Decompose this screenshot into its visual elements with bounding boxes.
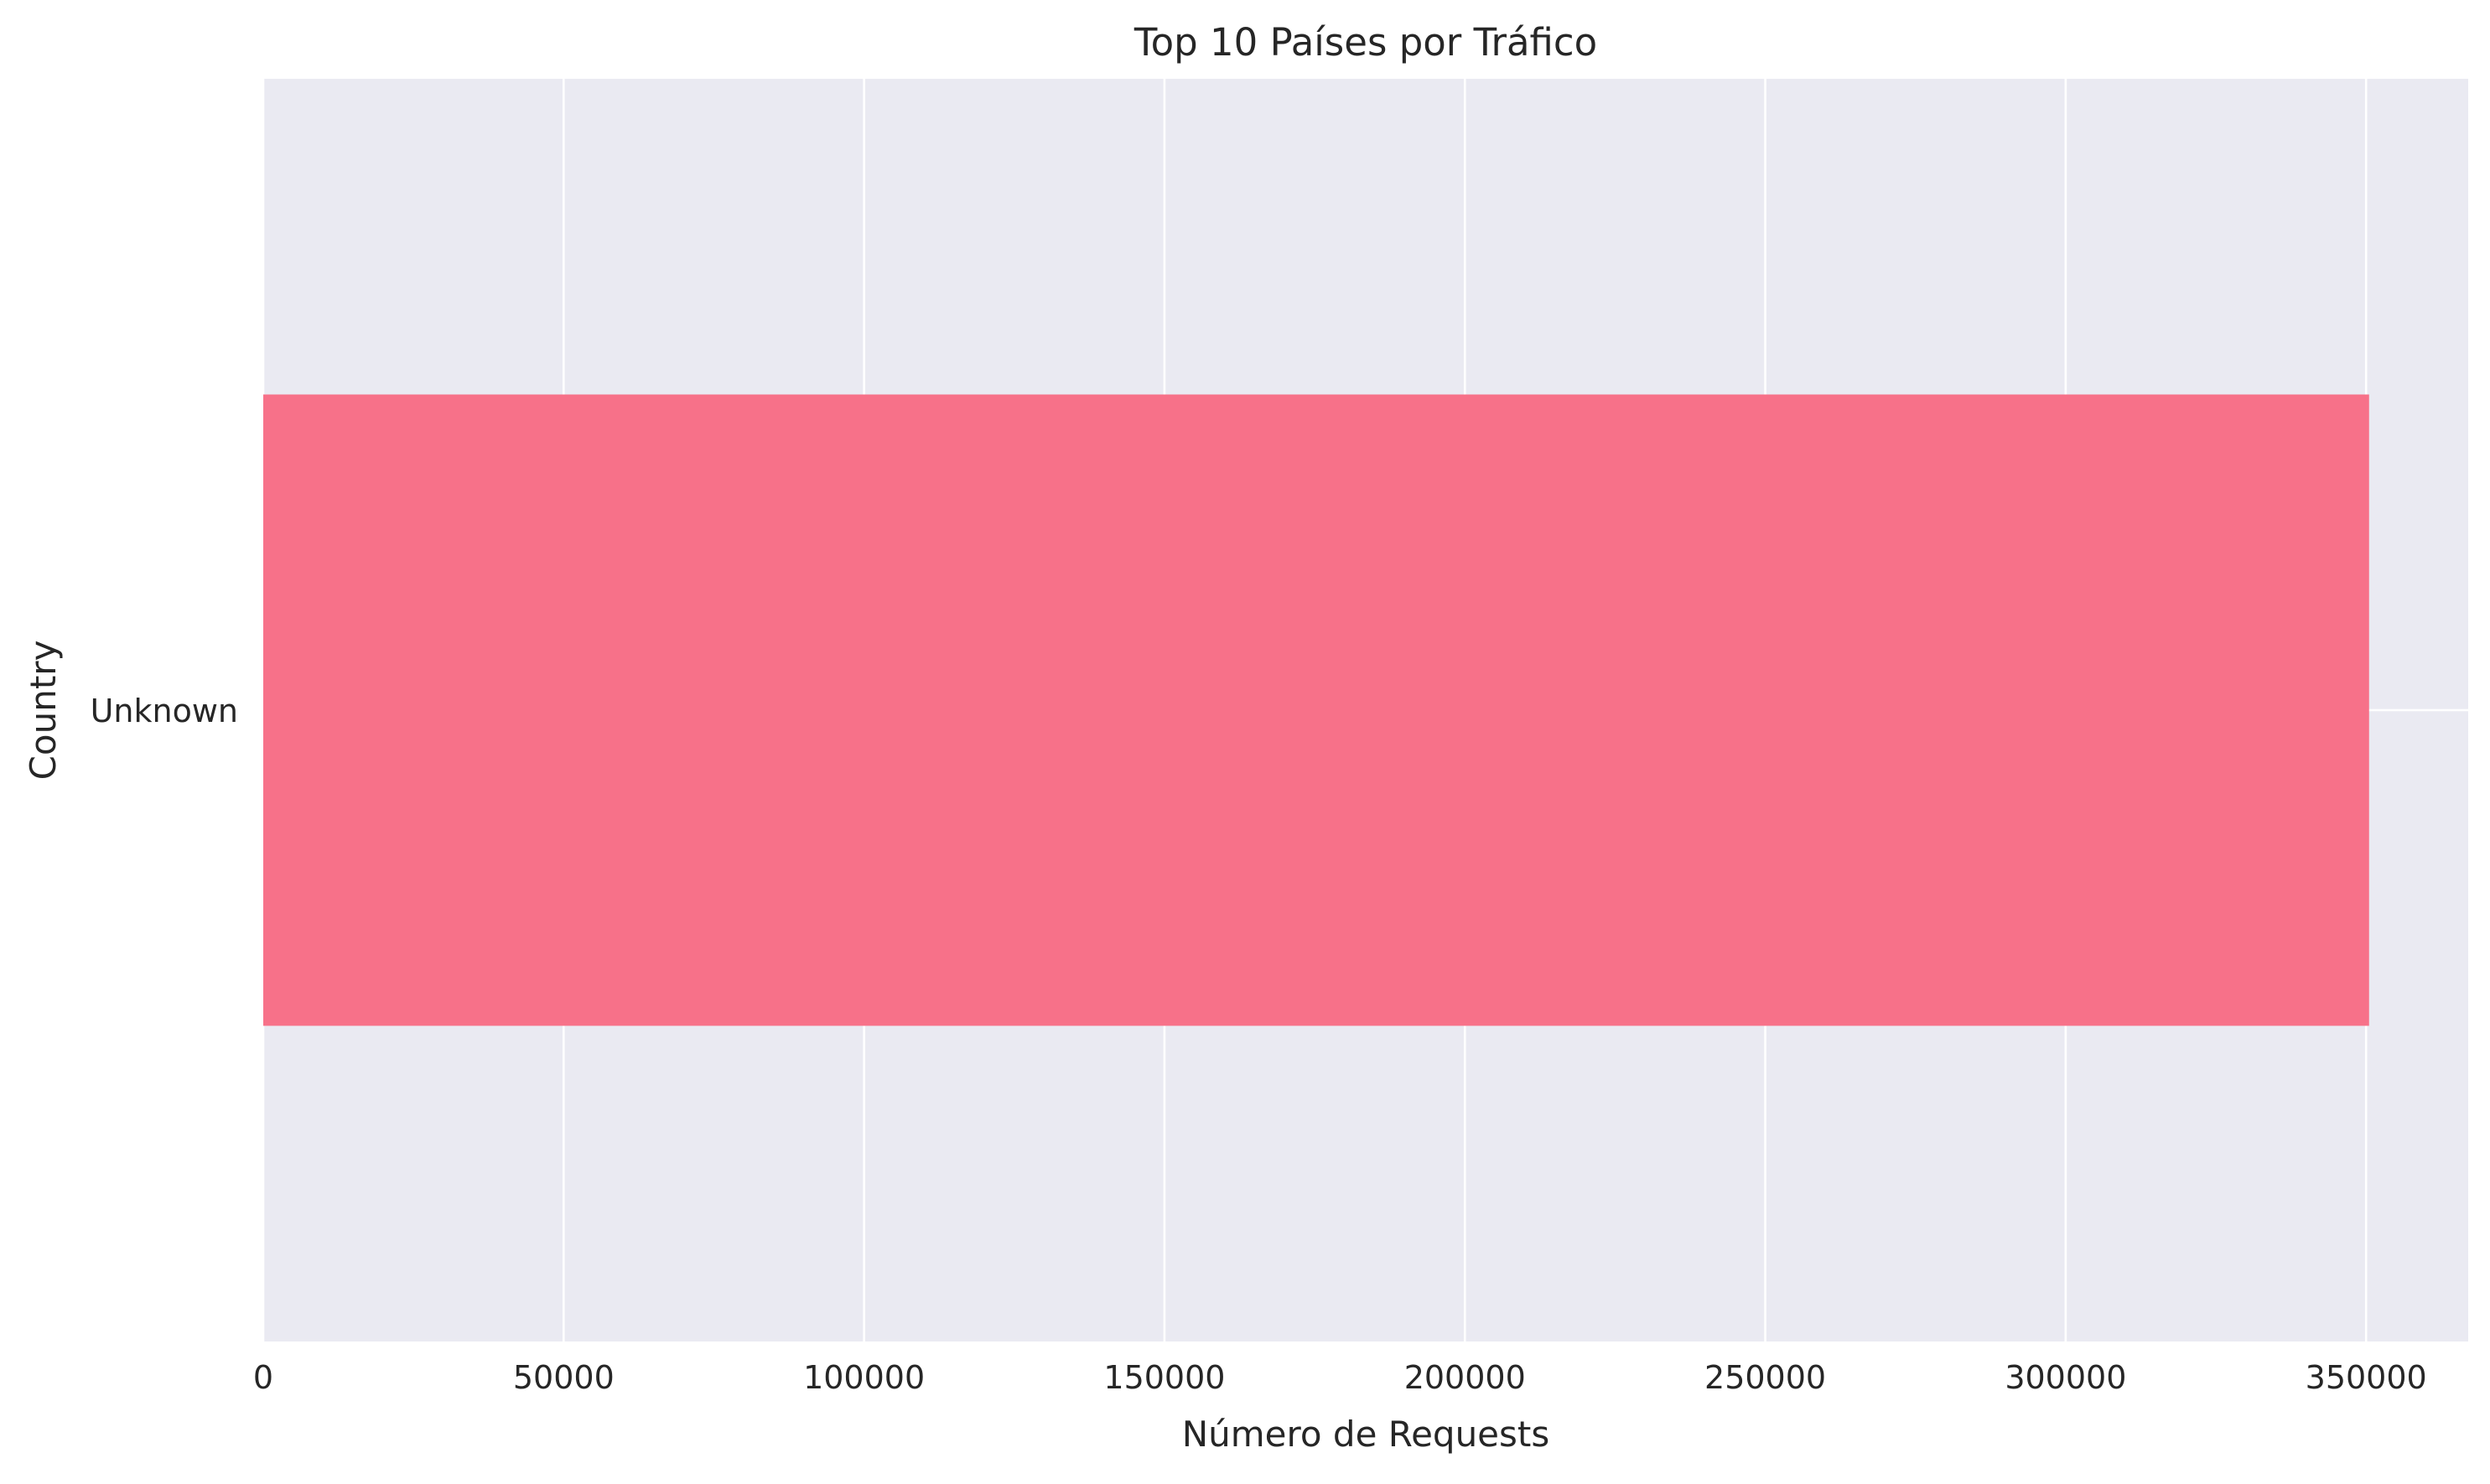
x-tick-label: 0 <box>253 1359 273 1396</box>
x-tick-label: 300000 <box>2005 1359 2126 1396</box>
x-axis-ticks: 0 50000 100000 150000 200000 250000 300000 3500… <box>253 1359 2427 1396</box>
bar <box>263 394 2369 1026</box>
x-tick-label: 150000 <box>1103 1359 1225 1396</box>
bars <box>263 394 2369 1026</box>
x-tick-label: 50000 <box>513 1359 615 1396</box>
x-tick-label: 100000 <box>803 1359 925 1396</box>
x-tick-label: 250000 <box>1704 1359 1826 1396</box>
chart-title: Top 10 Países por Tráfico <box>1133 20 1597 65</box>
y-tick-label: Unknown <box>91 693 238 729</box>
y-axis-ticks: Unknown <box>91 693 238 729</box>
x-tick-label: 200000 <box>1404 1359 1526 1396</box>
x-axis-label: Número de Requests <box>1182 1414 1550 1455</box>
y-axis-label: Country <box>23 641 64 781</box>
x-tick-label: 350000 <box>2306 1359 2427 1396</box>
